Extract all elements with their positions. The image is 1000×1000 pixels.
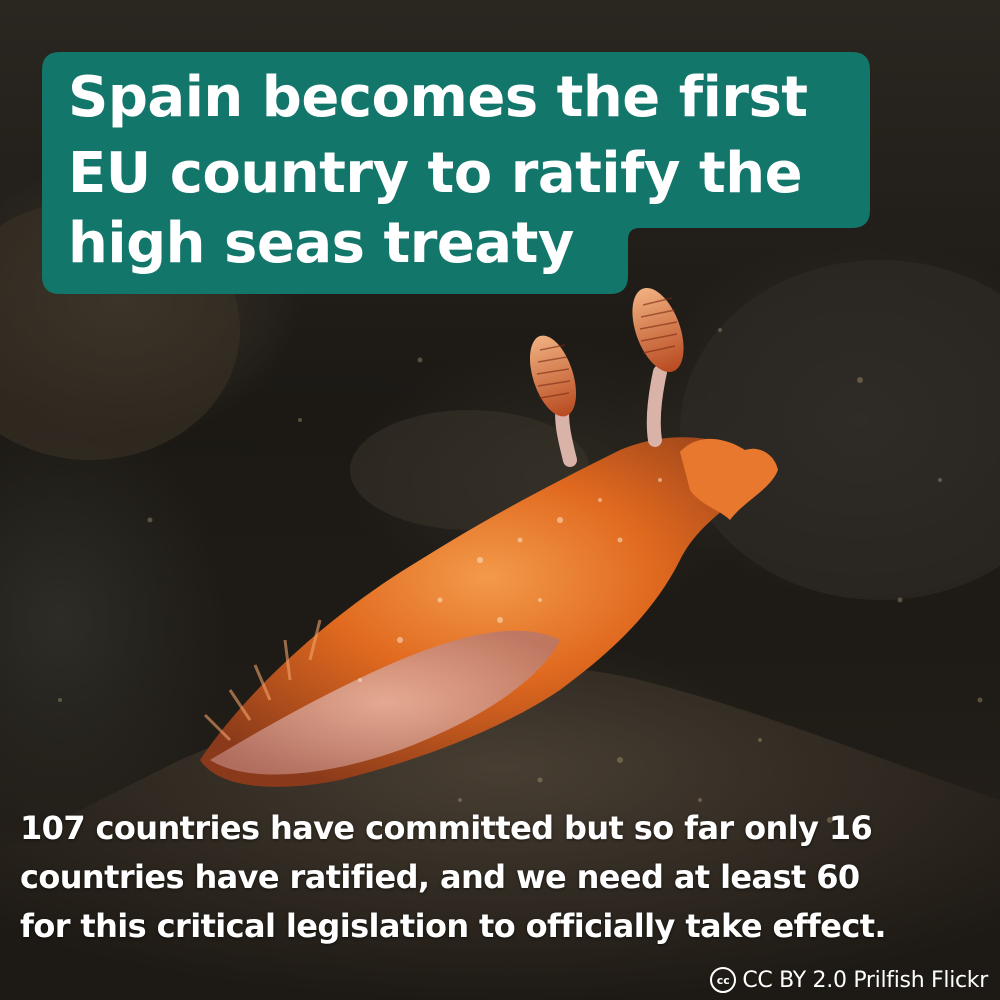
headline-background-shape (42, 52, 870, 294)
creative-commons-icon: cc (710, 967, 737, 993)
headline-line-1: Spain becomes the first (68, 65, 808, 130)
photo-credit: cc CC BY 2.0 Prilfish Flickr (710, 963, 988, 997)
body-text-line-3: for this critical legislation to officia… (20, 907, 887, 945)
headline-line-2: EU country to ratify the (68, 141, 803, 206)
headline-line-3: high seas treaty (68, 211, 574, 276)
headline-background (42, 52, 870, 294)
body-text-line-2: countries have ratified, and we need at … (20, 858, 860, 896)
photo-credit-text: CC BY 2.0 Prilfish Flickr (742, 967, 988, 993)
body-text-line-1: 107 countries have committed but so far … (20, 809, 873, 847)
headline-box: Spain becomes the first EU country to ra… (0, 0, 1000, 300)
